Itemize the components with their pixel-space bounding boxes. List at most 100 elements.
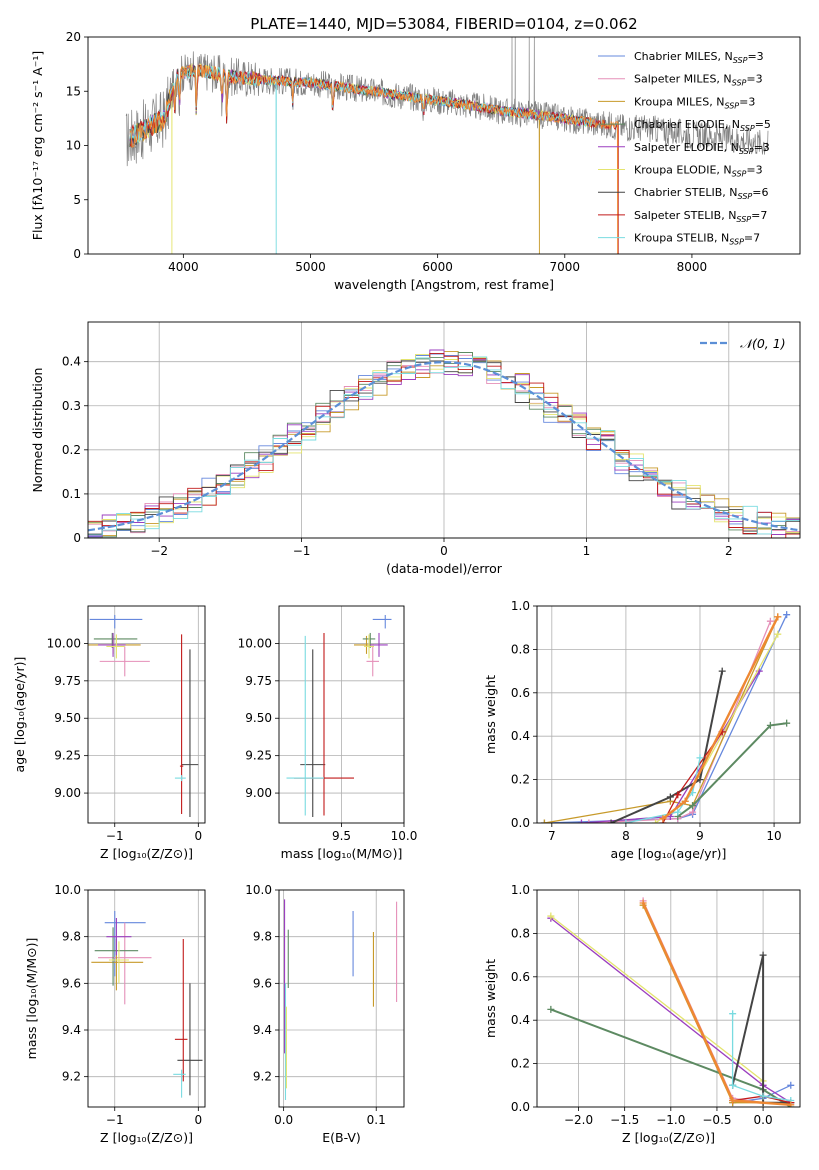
plot-area	[540, 611, 791, 823]
histogram-kroupa-stelib	[88, 356, 800, 536]
legend-entry: 𝒩(0, 1)	[740, 336, 786, 351]
y-tick-label: 9.8	[62, 930, 81, 944]
legend-entry: Kroupa MILES, NSSP=3	[634, 95, 755, 110]
errorbar-chabrier-miles	[372, 614, 392, 629]
legend-entry-text: Kroupa MILES, N	[634, 95, 724, 108]
y-tick-label: 0.2	[511, 773, 530, 787]
grid-lines	[88, 606, 205, 823]
ticks: 7 8 9 10 0.0 0.2 0.4 0.6 0.8 1.0	[511, 599, 782, 843]
series-marker	[774, 630, 782, 638]
x-axis-label: (data-model)/error	[386, 561, 503, 576]
plot-area	[286, 614, 392, 818]
legend-entry-sub: SSP	[729, 238, 744, 247]
panel-mass_vs_z: −1 0 9.2 9.4 9.6 9.8 10.0 Z [log₁₀(Z/Z⊙)] mass […	[24, 883, 206, 1145]
series-line	[550, 915, 764, 1082]
axes-frame	[278, 605, 405, 824]
x-tick-label: 7	[548, 829, 556, 843]
x-tick-label: 10.0	[391, 829, 418, 843]
histogram-salpeter-stelib	[88, 352, 800, 538]
y-tick-label: 10.0	[54, 883, 81, 897]
x-tick-label: 8	[622, 829, 630, 843]
y-tick-label: 10.00	[47, 636, 81, 650]
legend-entry-sub: SSP	[736, 215, 751, 224]
model-spectrum-orange	[129, 64, 619, 254]
x-tick-label: 4000	[168, 260, 199, 274]
plot-area	[547, 897, 795, 1107]
panel-spectrum: 4000 5000 6000 7000 8000 0 5 10 15 20 wavelength […	[30, 30, 801, 292]
legend-entry-tail: =7	[751, 209, 767, 222]
series-marker	[607, 819, 615, 823]
ticks: 4000 5000 6000 7000 8000 0 5 10 15 20	[66, 30, 707, 274]
errorbar-chabrier-stelib	[177, 983, 203, 1096]
series-marker	[696, 776, 704, 784]
y-tick-label: 0.4	[511, 729, 530, 743]
x-axis-label: Z [log₁₀(Z/Z⊙)]	[100, 1130, 193, 1145]
axes-frame	[87, 605, 206, 824]
y-tick-label: 9.00	[245, 786, 272, 800]
plot-area	[88, 614, 199, 818]
series-marker	[774, 613, 782, 621]
y-tick-label: 9.6	[253, 976, 272, 990]
x-tick-label: 8000	[677, 260, 708, 274]
legend-entry-text: Chabrier MILES, N	[634, 50, 733, 63]
errorbar-salpeter-elodie	[370, 632, 388, 657]
errorbar-salpeter-elodie	[98, 632, 126, 657]
x-tick-label: −2	[150, 544, 168, 558]
x-tick-label: −0.5	[702, 1113, 731, 1127]
plot-area	[88, 349, 800, 538]
y-tick-label: 9.50	[54, 711, 81, 725]
y-tick-label: 0.2	[511, 1057, 530, 1071]
y-tick-label: 0.6	[511, 686, 530, 700]
errorbar-kroupa-elodie	[108, 941, 129, 984]
x-tick-label: 0	[440, 544, 448, 558]
series-marker	[729, 1010, 737, 1018]
y-tick-label: 0.4	[62, 355, 81, 369]
y-tick-label: 9.75	[245, 674, 272, 688]
x-axis-label: mass [log₁₀(M/M⊙)]	[281, 846, 403, 861]
errorbar-chabrier-stelib	[300, 649, 326, 818]
series-line	[731, 1013, 791, 1102]
y-axis-label: mass weight	[483, 959, 498, 1038]
y-tick-label: 0.3	[62, 399, 81, 413]
legend-entry-tail: =7	[744, 232, 760, 245]
plot-area	[125, 37, 769, 254]
errorbar-kroupa-elodie	[364, 634, 374, 659]
errorbar-chabrier-miles	[89, 614, 143, 629]
x-tick-label: −1.5	[610, 1113, 639, 1127]
ticks: −2.0 −1.5 −1.0 −0.5 0.0 0.0 0.2 0.4 0.6 0.8 1.0	[511, 883, 773, 1127]
y-axis-label: Normed distribution	[30, 368, 45, 493]
y-tick-label: 20	[66, 30, 81, 44]
errorbar-kroupa-stelib	[174, 775, 186, 782]
legend: 𝒩(0, 1)	[700, 336, 786, 351]
series-marker	[783, 719, 791, 727]
legend-entry: Kroupa STELIB, NSSP=7	[634, 232, 760, 247]
y-tick-label: 10.0	[245, 883, 272, 897]
legend-entry-tail: =3	[746, 73, 762, 86]
axes-frame	[87, 889, 206, 1108]
series-marker	[666, 793, 674, 801]
y-tick-label: 9.2	[253, 1070, 272, 1084]
y-tick-label: 9.8	[253, 930, 272, 944]
y-tick-label: 0.1	[62, 487, 81, 501]
x-tick-label: 0.0	[274, 1113, 293, 1127]
panel-age_vs_mass: 9.5 10.0 9.00 9.25 9.50 9.75 10.00 mass [log₁₀(…	[238, 605, 418, 861]
y-tick-label: 0.8	[511, 926, 530, 940]
errorbar-chabrier-stelib	[181, 649, 199, 818]
ticks: 9.5 10.0 9.00 9.25 9.50 9.75 10.00	[238, 636, 418, 843]
series-marker	[729, 1081, 737, 1089]
y-axis-label: Flux [fλ10⁻¹⁷ erg cm⁻² s⁻¹ A⁻¹]	[30, 51, 45, 240]
series-line	[610, 670, 724, 823]
x-tick-label: −1	[106, 829, 124, 843]
grid-lines	[88, 889, 205, 1107]
series-marker	[783, 611, 791, 619]
legend-entry-text: Kroupa STELIB, N	[634, 232, 729, 245]
series-marker	[689, 808, 697, 816]
panel-mass_weight_vs_z: −2.0 −1.5 −1.0 −0.5 0.0 0.0 0.2 0.4 0.6 0.8 1.0 Z […	[483, 883, 801, 1145]
legend-entry-text: Salpeter STELIB, N	[634, 209, 736, 222]
x-tick-label: 5000	[295, 260, 326, 274]
data-spectrum-line	[125, 37, 769, 167]
legend-entry: Chabrier MILES, NSSP=3	[634, 50, 764, 65]
